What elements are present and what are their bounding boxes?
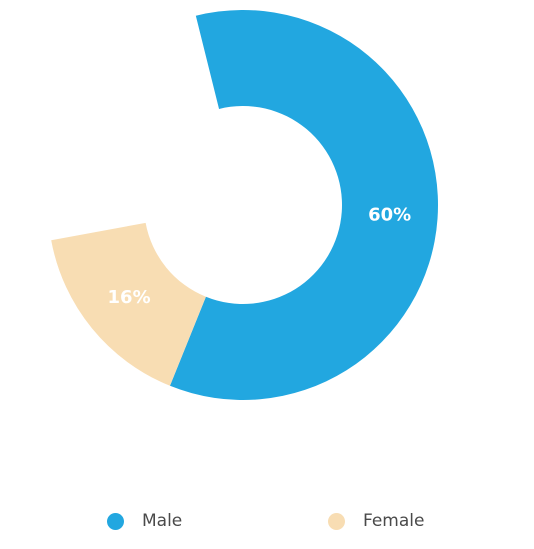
legend-item-male[interactable]: Male [107,508,182,534]
legend-swatch-female [328,512,345,530]
chart-legend: Male Female [0,508,534,534]
legend-label-female: Female [363,511,425,531]
slice-labels: 60% 16% [108,204,412,308]
slice-male[interactable] [169,10,438,400]
legend-item-female[interactable]: Female [328,508,424,534]
donut-slices [51,10,438,400]
slice-female[interactable] [51,222,206,386]
legend-label-male: Male [142,511,183,531]
legend-swatch-male [107,512,124,530]
slice-label-male: 60% [368,204,411,225]
slice-label-female: 16% [108,287,151,308]
